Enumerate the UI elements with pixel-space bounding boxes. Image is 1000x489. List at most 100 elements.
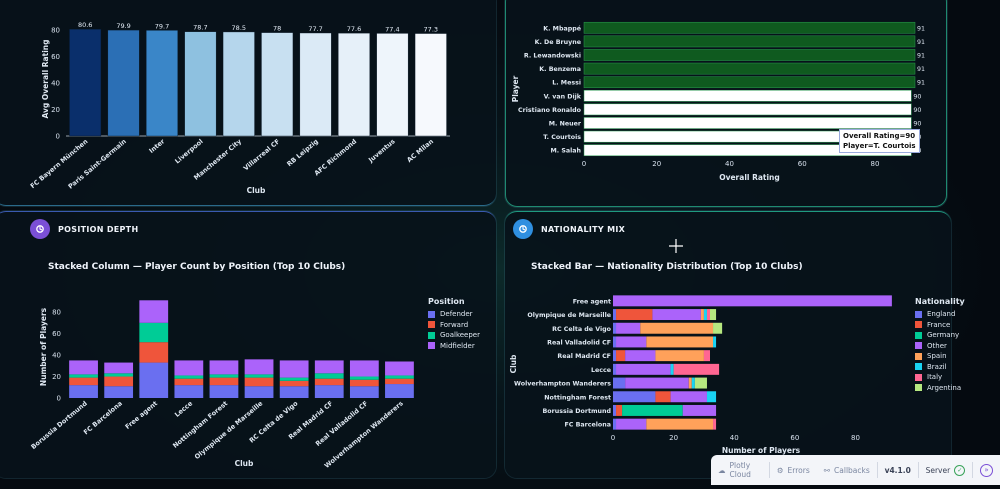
- player-rating-panel: K. Mbappé 91 K. De Bruyne 91 R. Lewandowski 9…: [505, 0, 947, 207]
- bar-segment: [244, 374, 274, 378]
- bar-segment: [616, 363, 671, 375]
- data-label: 91: [917, 80, 925, 87]
- position-depth-header: POSITION DEPTH: [30, 219, 138, 239]
- legend-item[interactable]: Germany: [915, 330, 965, 341]
- legend-label: Defender: [440, 310, 473, 319]
- bar-segment: [655, 350, 704, 362]
- bar-segment: [613, 418, 617, 430]
- y-tick-label: Real Valladolid CF: [547, 339, 611, 346]
- bar: [107, 29, 140, 137]
- data-label: 91: [917, 25, 925, 32]
- legend-item[interactable]: Midfielder: [428, 341, 480, 352]
- y-tick-label: Wolverhampton Wanderers: [514, 381, 611, 388]
- server-label: Server: [925, 465, 951, 475]
- x-tick-label: 40: [725, 160, 734, 168]
- legend-label: Italy: [927, 373, 943, 382]
- y-axis-title: Avg Overall Rating: [41, 40, 50, 119]
- y-tick-label: Real Madrid CF: [557, 353, 611, 360]
- y-tick-label: T. Courtois: [543, 134, 581, 141]
- bar-segment: [104, 362, 134, 374]
- x-tick-label: Borussia Dortmund: [30, 399, 90, 451]
- collapse-debug-button[interactable]: »: [973, 463, 1000, 477]
- footer-divider: [876, 462, 878, 478]
- bar-segment: [703, 350, 710, 362]
- bar-segment: [349, 376, 379, 380]
- bar-segment: [139, 322, 169, 343]
- data-label: 90: [913, 93, 921, 100]
- legend-item[interactable]: England: [915, 309, 965, 320]
- bar-segment: [69, 374, 98, 378]
- legend-label: Midfielder: [440, 341, 475, 350]
- x-axis-title: Overall Rating: [719, 173, 780, 182]
- bar: [583, 49, 916, 61]
- tooltip-player: Player=T. Courtois: [843, 142, 916, 150]
- y-tick-label: 20: [52, 373, 61, 381]
- data-label: 91: [917, 53, 925, 60]
- legend-swatch: [915, 342, 922, 350]
- x-tick-label: 60: [790, 434, 799, 442]
- callbacks-button[interactable]: ⚯ Callbacks: [817, 466, 877, 475]
- bar: [376, 33, 409, 137]
- position-depth-panel: POSITION DEPTH Stacked Column — Player C…: [0, 211, 496, 478]
- bar: [414, 33, 447, 137]
- x-tick-label: Villarreal CF: [242, 137, 282, 172]
- bar-segment: [625, 377, 689, 389]
- legend-item[interactable]: Forward: [428, 320, 480, 331]
- callbacks-label: Callbacks: [834, 465, 870, 475]
- legend-item[interactable]: Spain: [915, 351, 965, 362]
- x-tick-label: RB Leipzig: [285, 137, 320, 168]
- bar-segment: [655, 391, 671, 403]
- legend-item[interactable]: Goalkeeper: [428, 330, 480, 341]
- bar-segment: [279, 386, 309, 398]
- legend-item[interactable]: Brazil: [915, 362, 965, 373]
- x-tick-label: 0: [582, 160, 586, 168]
- bar-segment: [613, 309, 617, 321]
- data-label: 79.7: [155, 22, 169, 30]
- bar-segment: [710, 309, 717, 321]
- bar-segment: [349, 386, 379, 398]
- bar-segment: [314, 378, 344, 386]
- y-axis-title: Player: [511, 75, 520, 102]
- bar: [184, 31, 217, 137]
- bar-segment: [385, 375, 414, 379]
- legend-item[interactable]: Defender: [428, 309, 480, 320]
- bar-segment: [616, 350, 626, 362]
- data-label: 91: [917, 66, 925, 73]
- bar-segment: [625, 350, 656, 362]
- legend-swatch: [428, 342, 435, 350]
- legend-item[interactable]: Italy: [915, 372, 965, 383]
- position-legend[interactable]: Position Defender Forward Goalkeeper Midfie…: [428, 297, 480, 351]
- legend-label: England: [927, 310, 956, 319]
- legend-swatch: [915, 321, 922, 329]
- y-axis-title: Number of Players: [39, 307, 48, 386]
- nationality-mix-icon: [513, 219, 533, 239]
- plotly-cloud-button[interactable]: ☁ Plotly Cloud: [711, 461, 769, 479]
- plotly-cloud-label: Plotly Cloud: [729, 461, 751, 479]
- bar: [338, 32, 370, 137]
- bar-segment: [613, 363, 617, 375]
- dash-debug-bar: ☁ Plotly Cloud ⚙ Errors ⚯ Callbacks v4.1…: [711, 455, 1000, 485]
- y-tick-label: R. Lewandowski: [524, 53, 581, 60]
- bar-segment: [616, 404, 623, 416]
- bar-segment: [244, 386, 274, 398]
- footer-divider: [972, 462, 973, 478]
- legend-label: Spain: [927, 352, 947, 361]
- nationality-legend[interactable]: Nationality England France Germany Other Spa…: [915, 297, 965, 393]
- errors-button[interactable]: ⚙ Errors: [770, 466, 817, 475]
- legend-swatch: [428, 321, 435, 329]
- position-chart-title: Stacked Column — Player Count by Positio…: [48, 262, 346, 272]
- legend-item[interactable]: France: [915, 320, 965, 331]
- y-tick-label: 40: [52, 352, 61, 360]
- nationality-stacked-chart: Free agent Olympique de Marseille RC Celta…: [509, 295, 892, 455]
- bar-segment: [174, 385, 204, 398]
- legend-item[interactable]: Other: [915, 341, 965, 352]
- double-chevron-icon: »: [979, 463, 993, 477]
- y-tick-label: FC Barcelona: [565, 422, 612, 429]
- data-label: 78.5: [232, 24, 246, 32]
- legend-item[interactable]: Argentina: [915, 383, 965, 394]
- x-tick-label: 40: [730, 434, 739, 442]
- bar-segment: [209, 374, 239, 378]
- bar-segment: [385, 378, 414, 385]
- legend-swatch: [915, 384, 922, 392]
